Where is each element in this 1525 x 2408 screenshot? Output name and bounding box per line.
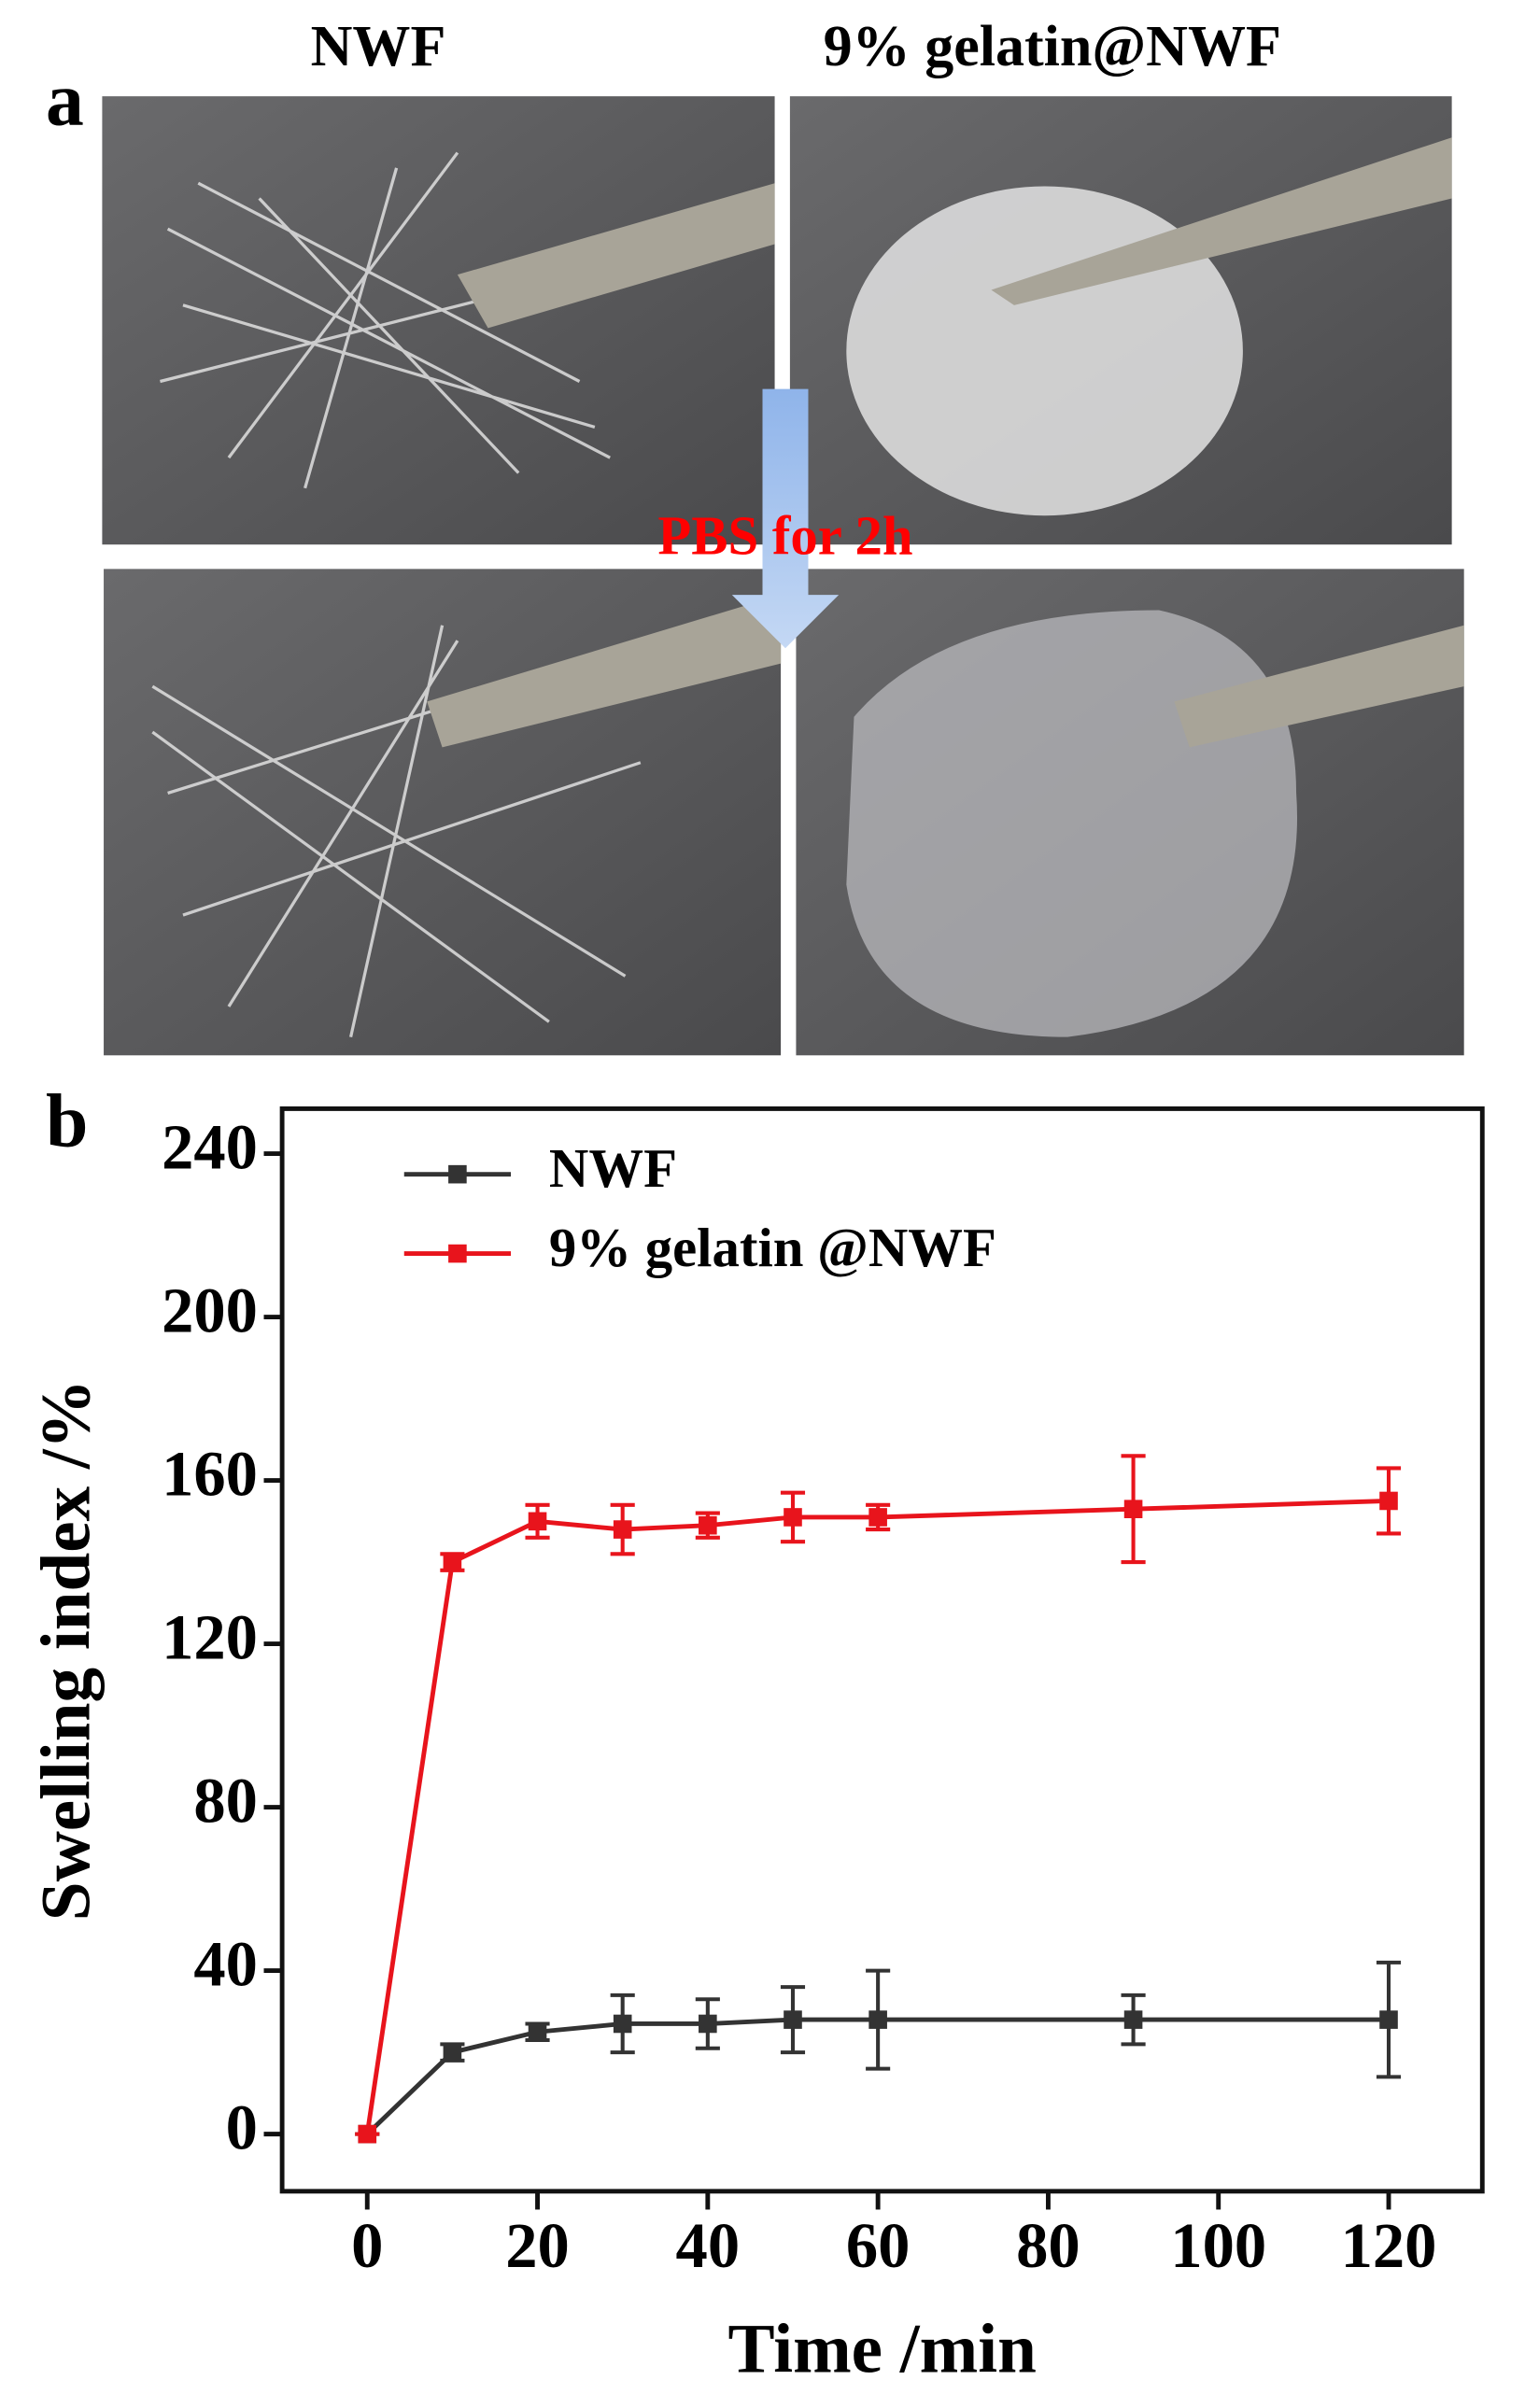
series <box>355 1960 1402 2144</box>
y-tick-label: 240 <box>162 1111 258 1182</box>
y-tick-label: 0 <box>226 2091 258 2162</box>
plot-frame <box>279 1105 1485 2194</box>
y-tick-label: 160 <box>162 1438 258 1509</box>
y-tick-label: 80 <box>193 1765 258 1836</box>
legend-marker <box>448 1164 467 1184</box>
marker <box>528 1512 547 1531</box>
legend-marker <box>448 1244 467 1263</box>
marker <box>1379 2010 1398 2029</box>
panel-label: b <box>46 1077 88 1162</box>
marker <box>443 1553 462 1571</box>
photo-title: 9% gelatin@NWF <box>824 15 1281 78</box>
y-axis-label: Swelling index /% <box>28 1379 106 1921</box>
photos <box>102 96 1464 1056</box>
x-tick-label: 120 <box>1341 2210 1437 2281</box>
marker <box>699 2014 717 2034</box>
marker <box>613 1520 632 1539</box>
panel-label: a <box>46 56 84 141</box>
x-tick-label: 100 <box>1170 2210 1266 2281</box>
photo <box>102 96 775 545</box>
x-tick-label: 40 <box>676 2210 741 2281</box>
y-tick-label: 200 <box>162 1274 258 1345</box>
marker <box>1379 1491 1398 1511</box>
marker <box>784 1508 802 1527</box>
x-tick-label: 20 <box>505 2210 570 2281</box>
marker <box>443 2043 462 2062</box>
marker <box>699 1515 717 1535</box>
series <box>355 1454 1402 2144</box>
arrow <box>731 388 840 649</box>
x-axis-label: Time /min <box>728 2310 1037 2387</box>
marker <box>1123 1500 1143 1519</box>
x-tick-label: 80 <box>1016 2210 1080 2281</box>
arrow-label: PBS for 2h <box>657 505 912 566</box>
marker <box>868 2010 887 2029</box>
marker <box>613 2014 632 2034</box>
marker <box>528 2022 547 2042</box>
y-tick-label: 40 <box>193 1928 258 1999</box>
marker <box>784 2010 802 2029</box>
marker <box>868 1508 887 1527</box>
marker <box>1123 2010 1143 2029</box>
photo-title: NWF <box>311 15 446 78</box>
legend-label: NWF <box>549 1138 677 1199</box>
x-tick-label: 60 <box>846 2210 911 2281</box>
x-tick-label: 0 <box>351 2210 383 2281</box>
marker <box>358 2124 377 2144</box>
y-tick-label: 120 <box>162 1601 258 1672</box>
legend-label: 9% gelatin @NWF <box>549 1218 996 1278</box>
